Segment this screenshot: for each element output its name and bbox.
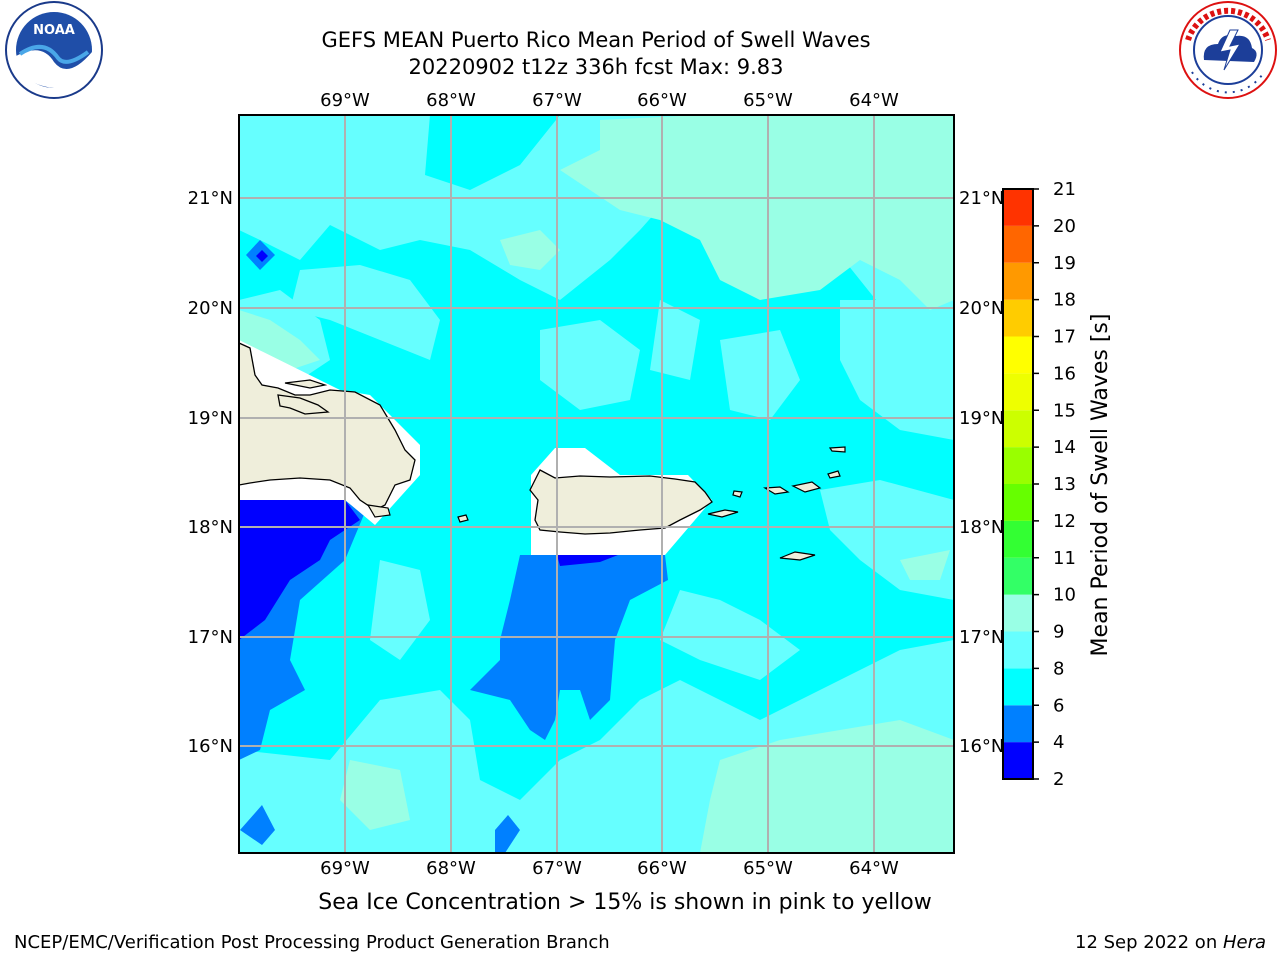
colorbar-tick-label: 21 bbox=[1053, 179, 1076, 200]
colorbar-bin bbox=[1003, 594, 1033, 632]
colorbar-tick-label: 20 bbox=[1053, 216, 1076, 237]
colorbar-bin bbox=[1003, 557, 1033, 595]
lon-labels-top: 69°W 68°W 67°W 66°W 65°W 64°W bbox=[320, 90, 899, 111]
lon-label: 66°W bbox=[637, 90, 687, 111]
colorbar-tick-label: 14 bbox=[1053, 437, 1076, 458]
colorbar-bin bbox=[1003, 631, 1033, 669]
colorbar-tick-label: 6 bbox=[1053, 695, 1064, 716]
lon-label: 64°W bbox=[849, 90, 899, 111]
lat-label: 16°N bbox=[188, 736, 233, 757]
colorbar-tick-label: 19 bbox=[1053, 253, 1076, 274]
colorbar-bin bbox=[1003, 299, 1033, 337]
land-st-john-tortola bbox=[791, 481, 822, 493]
lat-label: 16°N bbox=[959, 736, 1004, 757]
lon-label: 68°W bbox=[426, 90, 476, 111]
colorbar-bin bbox=[1003, 742, 1033, 779]
colorbar-tick-label: 4 bbox=[1053, 732, 1064, 753]
colorbar-tick-label: 17 bbox=[1053, 327, 1076, 348]
lon-label: 65°W bbox=[743, 90, 793, 111]
colorbar: 2 4 6 8 9 10 11 12 13 14 15 16 17 18 19 20 21 bbox=[1002, 179, 1076, 790]
land-hispaniola bbox=[239, 342, 416, 511]
map-frame bbox=[238, 114, 955, 854]
land-mona bbox=[457, 514, 469, 523]
sea-ice-caption: Sea Ice Concentration > 15% is shown in … bbox=[318, 890, 932, 915]
lat-label: 21°N bbox=[188, 188, 233, 209]
lon-label: 69°W bbox=[320, 90, 370, 111]
footer-credit: NCEP/EMC/Verification Post Processing Pr… bbox=[14, 932, 610, 953]
footer-host: Hera bbox=[1222, 932, 1266, 953]
colorbar-tick-label: 18 bbox=[1053, 290, 1076, 311]
colorbar-bin bbox=[1003, 705, 1033, 743]
lat-label: 19°N bbox=[188, 408, 233, 429]
lon-label: 65°W bbox=[743, 858, 793, 879]
map-subtitle: 20220902 t12z 336h fcst Max: 9.83 bbox=[408, 55, 784, 79]
lat-label: 20°N bbox=[959, 298, 1004, 319]
colorbar-tick-label: 8 bbox=[1053, 658, 1064, 679]
lon-label: 64°W bbox=[849, 858, 899, 879]
map-title: GEFS MEAN Puerto Rico Mean Period of Swe… bbox=[321, 28, 871, 52]
lon-label: 67°W bbox=[532, 858, 582, 879]
map-panel bbox=[239, 115, 954, 853]
lat-label: 18°N bbox=[959, 517, 1004, 538]
colorbar-label: Mean Period of Swell Waves [s] bbox=[1088, 314, 1113, 657]
lat-labels-left: 21°N 20°N 19°N 18°N 17°N 16°N bbox=[188, 188, 233, 757]
colorbar-bin bbox=[1003, 225, 1033, 263]
land-tortuga bbox=[277, 394, 330, 415]
colorbar-bin bbox=[1003, 262, 1033, 300]
noaa-logo: NOAA bbox=[5, 1, 103, 99]
lat-labels-right: 21°N 20°N 19°N 18°N 17°N 16°N bbox=[959, 188, 1004, 757]
lat-label: 21°N bbox=[959, 188, 1004, 209]
svg-text:NOAA: NOAA bbox=[33, 23, 75, 38]
lon-labels-bottom: 69°W 68°W 67°W 66°W 65°W 64°W bbox=[320, 858, 899, 879]
colorbar-bin bbox=[1003, 484, 1033, 521]
map-gridlines bbox=[239, 115, 954, 853]
lat-label: 20°N bbox=[188, 298, 233, 319]
land-st-thomas bbox=[763, 486, 790, 495]
colorbar-tick-label: 15 bbox=[1053, 400, 1076, 421]
colorbar-bin bbox=[1003, 336, 1033, 374]
colorbar-tick-label: 10 bbox=[1053, 585, 1076, 606]
footer-date: 12 Sep 2022 on Hera bbox=[1075, 932, 1266, 953]
land-st-croix bbox=[779, 551, 816, 561]
colorbar-tick-label: 11 bbox=[1053, 548, 1076, 569]
lon-label: 67°W bbox=[532, 90, 582, 111]
colorbar-bin bbox=[1003, 410, 1033, 448]
lon-label: 66°W bbox=[637, 858, 687, 879]
lon-label: 69°W bbox=[320, 858, 370, 879]
footer-date-text: 12 Sep 2022 on bbox=[1075, 932, 1223, 953]
land-puerto-rico bbox=[529, 469, 713, 535]
lon-label: 68°W bbox=[426, 858, 476, 879]
land-islet-north bbox=[284, 379, 328, 389]
lat-label: 19°N bbox=[959, 408, 1004, 429]
land-anegada bbox=[828, 446, 846, 453]
colorbar-tick-label: 2 bbox=[1053, 769, 1064, 790]
colorbar-tick-label: 13 bbox=[1053, 474, 1076, 495]
land-virgin-gorda bbox=[827, 470, 841, 479]
nws-logo bbox=[1179, 1, 1277, 99]
land-culebra bbox=[732, 490, 743, 498]
colorbar-tick-label: 9 bbox=[1053, 622, 1064, 643]
land-saona bbox=[366, 504, 391, 518]
colorbar-tick-label: 16 bbox=[1053, 363, 1076, 384]
colorbar-bin bbox=[1003, 189, 1033, 226]
swell-field-9-10 bbox=[239, 115, 954, 853]
colorbar-bin bbox=[1003, 373, 1033, 411]
lat-label: 17°N bbox=[188, 627, 233, 648]
land-vieques bbox=[707, 509, 739, 518]
lat-label: 18°N bbox=[188, 517, 233, 538]
swell-field-2-4 bbox=[239, 250, 618, 640]
colorbar-bin bbox=[1003, 520, 1033, 558]
lat-label: 17°N bbox=[959, 627, 1004, 648]
colorbar-bin bbox=[1003, 447, 1033, 484]
colorbar-tick-label: 12 bbox=[1053, 511, 1076, 532]
colorbar-bin bbox=[1003, 668, 1033, 706]
